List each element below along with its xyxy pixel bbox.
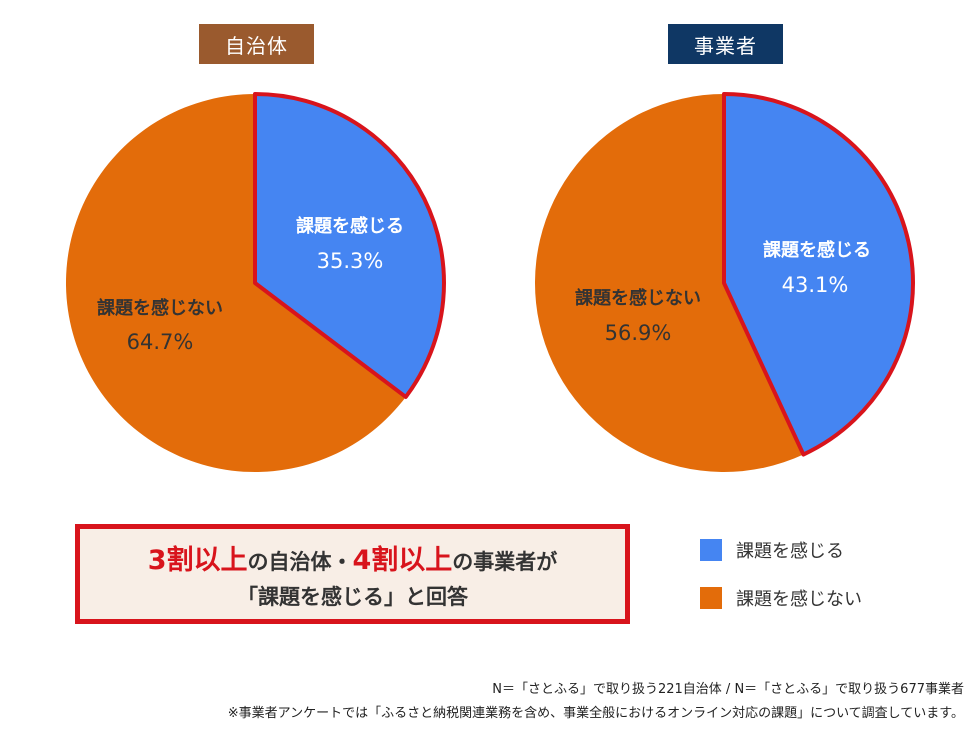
callout-text-municipality: の自治体・ bbox=[247, 549, 353, 574]
legend-label-feel: 課題を感じる bbox=[736, 541, 844, 562]
callout-text-business: の事業者が bbox=[452, 549, 558, 574]
pie2-feel-label: 課題を感じる bbox=[763, 239, 871, 261]
pie2-feel-value: 43.1% bbox=[782, 273, 849, 297]
callout-highlight-municipality: 3割以上 bbox=[147, 544, 248, 576]
pie2-notfeel-label: 課題を感じない bbox=[575, 287, 701, 309]
callout-highlight-business: 4割以上 bbox=[352, 544, 453, 576]
pie1-feel-value: 35.3% bbox=[317, 249, 384, 273]
pie-charts: 課題を感じる 35.3% 課題を感じない 64.7% 課題を感じる 43.1% … bbox=[65, 92, 915, 472]
legend-item-not-feel: 課題を感じない bbox=[700, 586, 862, 610]
summary-callout: 3割以上の自治体・4割以上の事業者が 「課題を感じる」と回答 bbox=[75, 524, 630, 624]
pie-slice-business-feel bbox=[722, 92, 915, 457]
legend-swatch-feel bbox=[700, 539, 722, 561]
sample-size-note: N＝「さとふる」で取り扱う221自治体 / N＝「さとふる」で取り扱う677事業… bbox=[492, 682, 964, 697]
pie-slice-municipality-not-feel bbox=[65, 94, 406, 472]
pie-slice-business-not-feel bbox=[534, 93, 804, 472]
pie2-notfeel-value: 56.9% bbox=[605, 321, 672, 345]
legend-label-not-feel: 課題を感じない bbox=[736, 589, 862, 610]
callout-line-2: 「課題を感じる」と回答 bbox=[237, 584, 468, 609]
chart-title-business: 事業者 bbox=[668, 24, 783, 64]
pie1-notfeel-label: 課題を感じない bbox=[97, 297, 223, 319]
chart-legend: 課題を感じる 課題を感じない bbox=[700, 538, 862, 634]
legend-item-feel: 課題を感じる bbox=[700, 538, 862, 562]
legend-swatch-not-feel bbox=[700, 587, 722, 609]
chart-title-municipality: 自治体 bbox=[199, 24, 314, 64]
pie-slice-municipality-feel bbox=[253, 92, 446, 399]
pie1-notfeel-value: 64.7% bbox=[127, 330, 194, 354]
pie1-feel-label: 課題を感じる bbox=[296, 215, 404, 237]
callout-line-1: 3割以上の自治体・4割以上の事業者が bbox=[148, 538, 558, 577]
survey-note: ※事業者アンケートでは「ふるさと納税関連業務を含め、事業全般におけるオンライン対… bbox=[227, 706, 964, 721]
